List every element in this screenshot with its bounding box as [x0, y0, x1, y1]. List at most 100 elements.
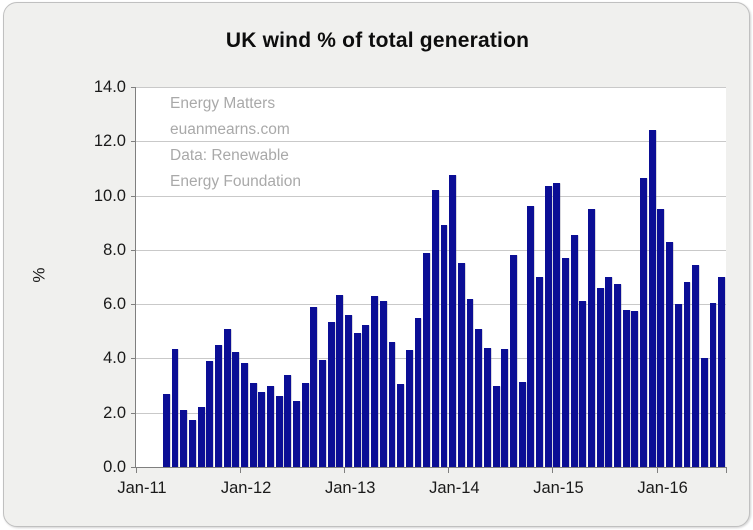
bar-Apr-16 [683, 282, 691, 467]
bar-Oct-11 [214, 344, 222, 467]
y-axis-tick [131, 304, 136, 306]
bar-Nov-12 [327, 321, 335, 467]
gridline-8 [136, 249, 726, 251]
bar-Aug-16 [718, 277, 726, 467]
y-axis-label-2.0: 2.0 [103, 403, 126, 422]
y-axis-tick [131, 87, 136, 88]
bar-Sep-12 [310, 306, 318, 467]
y-axis-line [135, 87, 136, 468]
watermark-line-3: Data: Renewable [170, 147, 289, 164]
bar-Dec-11 [232, 351, 240, 467]
bar-Jan-14 [449, 175, 457, 467]
x-axis-label-Jan-15: Jan-15 [533, 479, 584, 497]
bar-Sep-11 [206, 361, 214, 467]
bar-Oct-13 [423, 252, 431, 467]
bar-Mar-12 [258, 392, 266, 467]
chart-frame: UK wind % of total generation % Energy M… [3, 2, 750, 527]
bar-Jan-12 [241, 362, 248, 467]
x-axis-line [131, 467, 727, 468]
watermark: Energy Matters euanmearns.com Data: Rene… [170, 91, 301, 195]
bar-Jul-12 [293, 400, 300, 467]
chart-title: UK wind % of total generation [225, 29, 530, 52]
bar-Nov-14 [536, 277, 543, 467]
bar-Jan-15 [553, 183, 561, 467]
bar-Apr-14 [475, 328, 483, 467]
bar-Apr-15 [579, 301, 587, 467]
bar-Sep-14 [518, 381, 526, 467]
x-axis-label-Jan-13: Jan-13 [325, 479, 376, 497]
bar-Jan-16 [657, 209, 665, 467]
y-axis-tick [131, 195, 136, 197]
watermark-line-2: euanmearns.com [170, 121, 290, 138]
bar-Nov-13 [431, 190, 439, 467]
bar-Aug-13 [405, 350, 413, 467]
bar-Dec-13 [440, 225, 448, 467]
bar-Sep-13 [414, 317, 422, 467]
gridline-12 [136, 141, 726, 143]
x-axis-tick-Jan-14 [448, 468, 450, 473]
bar-Sep-15 [622, 309, 630, 467]
plot-area [136, 87, 726, 467]
bar-Dec-14 [544, 186, 552, 467]
bar-May-16 [692, 264, 700, 467]
bar-May-11 [171, 348, 179, 467]
y-axis-tick [131, 249, 136, 251]
x-axis-tick-Jan-15 [552, 468, 554, 473]
bar-Apr-12 [267, 385, 274, 467]
bar-Apr-13 [371, 296, 379, 467]
x-axis-tick-Jan-11 [136, 468, 137, 473]
bar-Feb-13 [353, 332, 361, 467]
bar-May-14 [483, 347, 491, 467]
y-axis-label-10.0: 10.0 [93, 186, 126, 205]
bar-Feb-14 [457, 263, 465, 467]
bar-Nov-11 [223, 328, 231, 467]
gridline-14 [136, 87, 726, 88]
bar-Jun-16 [700, 358, 708, 467]
bar-Jun-15 [596, 287, 604, 467]
bar-Jun-14 [492, 385, 500, 467]
bar-Feb-15 [562, 258, 569, 467]
y-axis-label-0.0: 0.0 [103, 458, 126, 476]
bar-May-12 [275, 396, 283, 467]
y-axis-label-8.0: 8.0 [103, 240, 126, 259]
gridline-4 [136, 358, 726, 360]
bar-Jul-15 [605, 277, 613, 467]
y-axis-label-14.0: 14.0 [93, 78, 126, 96]
bar-Aug-15 [614, 283, 621, 467]
bar-Jul-14 [501, 348, 509, 467]
bar-Oct-12 [319, 359, 326, 467]
watermark-line-4: Energy Foundation [170, 173, 301, 190]
bar-Jul-16 [709, 302, 717, 467]
bar-Mar-15 [570, 234, 578, 467]
watermark-line-1: Energy Matters [170, 95, 276, 112]
bar-Mar-13 [362, 324, 370, 467]
y-axis-tick [131, 141, 136, 143]
bar-Mar-14 [466, 298, 474, 467]
y-axis-tick [131, 358, 136, 360]
bar-Aug-14 [509, 255, 517, 467]
bar-Jul-11 [188, 419, 196, 467]
bar-Jul-13 [397, 384, 405, 467]
y-axis-label-6.0: 6.0 [103, 295, 126, 314]
bar-Jun-13 [388, 342, 396, 467]
bar-Aug-11 [197, 407, 205, 467]
x-axis-label-Jan-12: Jan-12 [220, 479, 272, 497]
bar-Dec-12 [336, 294, 344, 467]
bar-Mar-16 [674, 304, 682, 467]
bar-Aug-12 [301, 382, 309, 467]
bar-Jun-11 [180, 410, 188, 467]
bar-Feb-12 [249, 382, 257, 467]
x-axis-tick-Jan-16 [656, 468, 658, 473]
x-axis-tick-Jan-13 [344, 468, 346, 473]
x-axis-label-Jan-16: Jan-16 [637, 479, 688, 497]
bar-Nov-15 [640, 177, 647, 467]
y-axis-tick [131, 467, 136, 468]
x-axis-tick-Jan-12 [240, 468, 242, 473]
gridline-10 [136, 195, 726, 197]
bar-Feb-16 [666, 241, 674, 467]
bar-Jun-12 [284, 374, 292, 467]
bar-May-15 [588, 209, 595, 467]
x-axis-label-Jan-14: Jan-14 [429, 479, 480, 497]
bar-Oct-14 [527, 206, 535, 467]
gridline-2 [136, 412, 726, 414]
